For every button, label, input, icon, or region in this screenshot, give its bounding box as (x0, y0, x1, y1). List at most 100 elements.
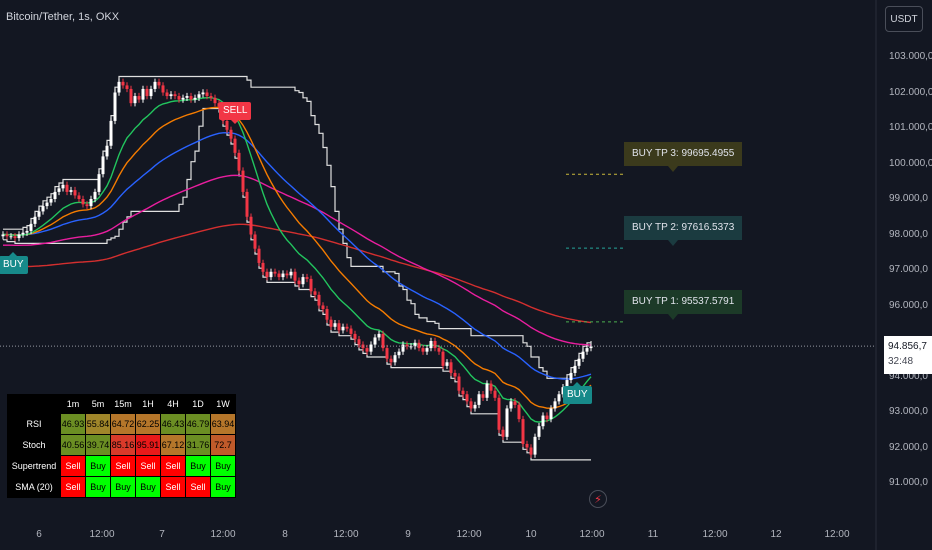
candle-body (249, 216, 253, 235)
currency-button[interactable]: USDT (885, 6, 923, 32)
x-tick-label: 12:00 (579, 529, 605, 540)
y-tick-label: 98.000,0 (889, 228, 928, 240)
ema-magenta-line (3, 174, 592, 346)
candle-body (289, 271, 293, 276)
table-cell: Buy (86, 456, 110, 476)
candle-body (393, 355, 397, 363)
x-tick-label: 6 (36, 529, 42, 540)
candle-body (245, 191, 249, 217)
table-row: RSI 46.93 55.84 64.72 62.25 46.43 46.79 63.94 (8, 414, 235, 434)
symbol-title: Bitcoin/Tether, 1s, OKX (6, 11, 120, 23)
candle-body (545, 415, 549, 420)
table-row: SMA (20) Sell Buy Buy Buy Sell Sell Buy (8, 477, 235, 497)
candle-body (285, 273, 289, 276)
sell-signal-label: SELL (219, 102, 252, 125)
candle-body (25, 230, 29, 233)
candle-body (341, 326, 345, 331)
candle-body (69, 190, 73, 192)
target-label: BUY TP 2: 97616.5373 (624, 216, 743, 247)
candle-body (497, 397, 501, 430)
candle-body (205, 92, 209, 97)
candle-body (589, 346, 593, 349)
table-cell: 46.79 (186, 414, 210, 434)
table-cell: 40.56 (61, 435, 85, 455)
candle-body (153, 81, 157, 89)
table-column-header: 4H (161, 395, 185, 413)
y-tick-label: 93.000,0 (889, 406, 928, 417)
candle-body (373, 337, 377, 345)
candle-body (109, 120, 113, 146)
lightning-icon[interactable]: ⚡ (589, 490, 607, 508)
candle-body (225, 120, 229, 130)
candle-body (485, 383, 489, 398)
candle-body (401, 344, 405, 352)
table-cell: 39.74 (86, 435, 110, 455)
candle-body (309, 278, 313, 292)
candle-body (113, 92, 117, 121)
y-tick-label: 102.000,0 (889, 86, 932, 98)
x-tick-label: 12:00 (456, 529, 482, 540)
y-tick-label: 97.000,0 (889, 264, 928, 275)
table-cell: 62.25 (136, 414, 160, 434)
candle-body (317, 294, 321, 306)
y-tick-label: 91.000,0 (889, 477, 928, 488)
y-tick-label: 101.000,0 (889, 122, 932, 133)
y-tick-label: 94.000,0 (889, 370, 928, 382)
table-cell: Buy (136, 477, 160, 497)
table-row: Stoch 40.56 39.74 85.16 95.91 67.12 31.76 72.7 (8, 435, 235, 455)
candle-body (145, 88, 149, 97)
candle-body (445, 362, 449, 366)
candle-body (65, 184, 69, 192)
candle-body (237, 152, 241, 171)
candle-body (541, 415, 545, 427)
table-cell: 46.93 (61, 414, 85, 434)
table-cell: 63.94 (211, 414, 235, 434)
candle-body (177, 96, 181, 100)
candle-body (505, 408, 509, 437)
y-tick-label: 96.000,0 (889, 299, 928, 311)
candle-body (337, 323, 341, 331)
channel-upper-line (3, 75, 592, 379)
candle-body (85, 204, 89, 207)
candle-body (157, 81, 161, 86)
table-corner (8, 395, 60, 413)
candle-body (489, 383, 493, 391)
candle-body (529, 447, 533, 455)
candle-body (253, 234, 257, 249)
y-tick-label: 99.000,0 (889, 193, 928, 204)
candle-body (397, 351, 401, 356)
candle-body (441, 351, 445, 366)
candle-body (261, 262, 265, 272)
candle-body (501, 429, 505, 437)
candle-body (5, 234, 9, 237)
candle-body (313, 291, 317, 295)
bar-countdown: 32:48 (888, 356, 914, 367)
candle-body (357, 339, 361, 345)
candle-body (385, 348, 389, 359)
candle-body (581, 351, 585, 359)
candle-body (117, 81, 121, 93)
candle-body (369, 344, 373, 352)
candle-body (469, 401, 473, 409)
candle-body (101, 156, 105, 175)
table-cell: Sell (186, 477, 210, 497)
candle-body (457, 376, 461, 391)
ema-green-line (2, 96, 592, 423)
table-row-label: Stoch (8, 435, 60, 455)
candle-body (73, 190, 77, 196)
x-tick-label: 12:00 (333, 529, 359, 540)
table-column-header: 1D (186, 395, 210, 413)
candle-body (265, 271, 269, 278)
table-column-header: 5m (86, 395, 110, 413)
candle-body (193, 97, 197, 100)
table-column-header: 1m (61, 395, 85, 413)
candle-body (257, 248, 261, 263)
indicator-table: 1m 5m 15m 1H 4H 1D 1W RSI 46.93 55.84 64.72 62.25 46… (7, 394, 236, 498)
x-tick-label: 12:00 (89, 529, 115, 540)
candle-body (93, 191, 97, 199)
candle-body (509, 401, 513, 409)
candle-body (473, 404, 477, 409)
table-cell: Buy (186, 456, 210, 476)
candle-body (233, 138, 237, 153)
